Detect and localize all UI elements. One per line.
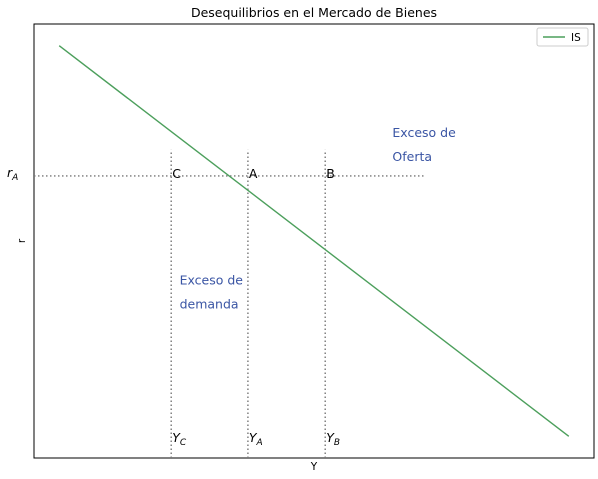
plot-frame (33, 23, 595, 459)
x-axis-label: Y (310, 461, 318, 473)
chart-title: Desequilibrios en el Mercado de Bienes (191, 5, 437, 20)
y-tick-label-r-a: rA (7, 165, 18, 183)
legend: IS (536, 27, 589, 47)
y-axis-label: r (16, 238, 28, 243)
annotation-exceso-oferta-line-2: Oferta (392, 149, 432, 164)
annotation-exceso-oferta-line-1: Exceso de (392, 125, 456, 140)
annotation-exceso-demanda-line-2: demanda (180, 296, 239, 311)
series-line-is (58, 45, 570, 437)
series-group (58, 45, 570, 437)
x-var-label-y-b: YB (326, 430, 340, 448)
annotation-exceso-demanda-line-1: Exceso de (180, 272, 244, 287)
legend-label-is: IS (571, 32, 581, 44)
x-var-label-y-a: YA (249, 430, 263, 448)
x-var-label-y-c: YC (172, 430, 187, 448)
point-label-b: B (326, 166, 335, 181)
point-label-c: C (172, 166, 181, 181)
label-group: C A BrA YC YA YB Exceso de Oferta Exceso de deman… (7, 125, 456, 448)
point-label-a: A (249, 166, 258, 181)
